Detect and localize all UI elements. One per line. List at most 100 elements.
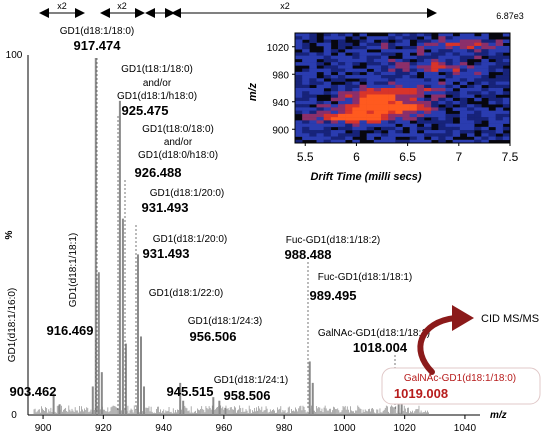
heatmap-cell	[431, 130, 439, 134]
heatmap-cell	[330, 75, 339, 79]
heatmap-cell	[445, 88, 453, 92]
heatmap-cell	[309, 113, 317, 118]
heatmap-cell	[345, 110, 353, 115]
label-931-b-name: GD1(d18:1/20:0)	[153, 234, 228, 245]
heatmap-cell	[495, 136, 504, 141]
heatmap-cell	[359, 94, 367, 99]
heatmap-cell	[438, 49, 446, 53]
label-958: GD1(d18:1/24:1) 958.506	[214, 375, 289, 403]
heatmap-cell	[388, 130, 396, 134]
heatmap-cell	[474, 75, 482, 79]
heatmap-cell	[316, 120, 324, 124]
heatmap-cell	[495, 117, 504, 121]
heatmap-cell	[402, 52, 410, 56]
heatmap-cell	[416, 91, 425, 95]
heatmap-cell	[309, 75, 317, 79]
heatmap-cell	[424, 42, 432, 47]
heatmap-cell	[388, 65, 396, 69]
heatmap-cell	[467, 139, 475, 144]
heatmap-cell	[352, 84, 360, 89]
heatmap-cell	[381, 120, 389, 124]
label-931-b: GD1(d18:1/20:0) 931.493	[143, 234, 228, 261]
heatmap-cell	[373, 97, 382, 102]
heatmap-cell	[338, 107, 346, 111]
heatmap-cell	[495, 81, 504, 86]
heatmap-cell	[323, 68, 332, 73]
heatmap-x-tick-label: 7	[455, 150, 462, 164]
heatmap-cell	[481, 130, 489, 134]
heatmap-cell	[373, 113, 382, 118]
heatmap-cell	[338, 120, 346, 124]
heatmap-cell	[373, 120, 382, 124]
heatmap-cell	[402, 91, 410, 95]
heatmap-cell	[381, 65, 389, 69]
heatmap-cell	[366, 36, 375, 40]
heatmap-cell	[309, 130, 317, 134]
heatmap-cell	[474, 97, 482, 102]
heatmap-cell	[302, 36, 310, 40]
heatmap-cell	[316, 91, 324, 95]
heatmap-cell	[502, 120, 511, 124]
heatmap-cell	[309, 52, 317, 56]
heatmap-y-tick-label: 940	[272, 98, 289, 109]
heatmap-cell	[474, 107, 482, 111]
heatmap-cell	[474, 120, 482, 124]
heatmap-cell	[452, 58, 461, 63]
heatmap-cell	[424, 133, 432, 137]
heatmap-cell	[416, 45, 425, 50]
label-903-name: GD1(d18:1/16:0)	[7, 288, 18, 363]
heatmap-cell	[352, 104, 360, 108]
heatmap-cell	[402, 42, 410, 47]
heatmap-cell	[452, 42, 461, 47]
label-1019-name: GalNAc-GD1(d18:1/18:0)	[404, 373, 516, 384]
heatmap-cell	[366, 126, 375, 131]
label-1018-name: GalNAc-GD1(d18:1/18:1)	[318, 328, 430, 339]
heatmap-cell	[502, 91, 511, 95]
heatmap-cell	[424, 97, 432, 102]
heatmap-cell	[338, 65, 346, 69]
heatmap-cell	[352, 62, 360, 66]
heatmap-cell	[381, 36, 389, 40]
heatmap-cell	[366, 97, 375, 102]
heatmap-cell	[488, 117, 496, 121]
heatmap-cell	[345, 55, 353, 60]
heatmap-cell	[309, 123, 317, 128]
heatmap-cell	[338, 136, 346, 141]
heatmap-cell	[452, 65, 461, 69]
heatmap-cell	[381, 104, 389, 108]
heatmap-cell	[323, 45, 332, 50]
heatmap-cell	[431, 75, 439, 79]
heatmap-cell	[424, 139, 432, 144]
heatmap-cell	[459, 49, 468, 53]
heatmap-cell	[309, 110, 317, 115]
heatmap-cell	[395, 107, 403, 111]
cid-arrow: CID MS/MS	[417, 305, 539, 375]
heatmap-cell	[373, 117, 382, 121]
heatmap-cell	[395, 84, 403, 89]
heatmap-cell	[416, 133, 425, 137]
heatmap-cell	[330, 97, 339, 102]
heatmap-cell	[366, 133, 375, 137]
heatmap-cell	[330, 78, 339, 82]
heatmap-cell	[481, 65, 489, 69]
heatmap-cell	[495, 126, 504, 131]
heatmap-cell	[445, 130, 453, 134]
heatmap-cell	[323, 136, 332, 141]
heatmap-cell	[295, 133, 303, 137]
cid-arrow-shaft	[417, 315, 458, 375]
heatmap-cell	[467, 110, 475, 115]
heatmap-cell	[345, 113, 353, 118]
heatmap-cell	[395, 126, 403, 131]
heatmap-cell	[388, 71, 396, 76]
heatmap-cell	[467, 113, 475, 118]
heatmap-cell	[445, 113, 453, 118]
heatmap-cell	[338, 123, 346, 128]
heatmap-cell	[366, 123, 375, 128]
heatmap-cell	[459, 94, 468, 99]
heatmap-cell	[395, 113, 403, 118]
heatmap-cell	[438, 97, 446, 102]
label-903-mz: 903.462	[10, 384, 57, 399]
heatmap-cell	[366, 91, 375, 95]
heatmap-cell	[388, 84, 396, 89]
heatmap-cell	[438, 42, 446, 47]
